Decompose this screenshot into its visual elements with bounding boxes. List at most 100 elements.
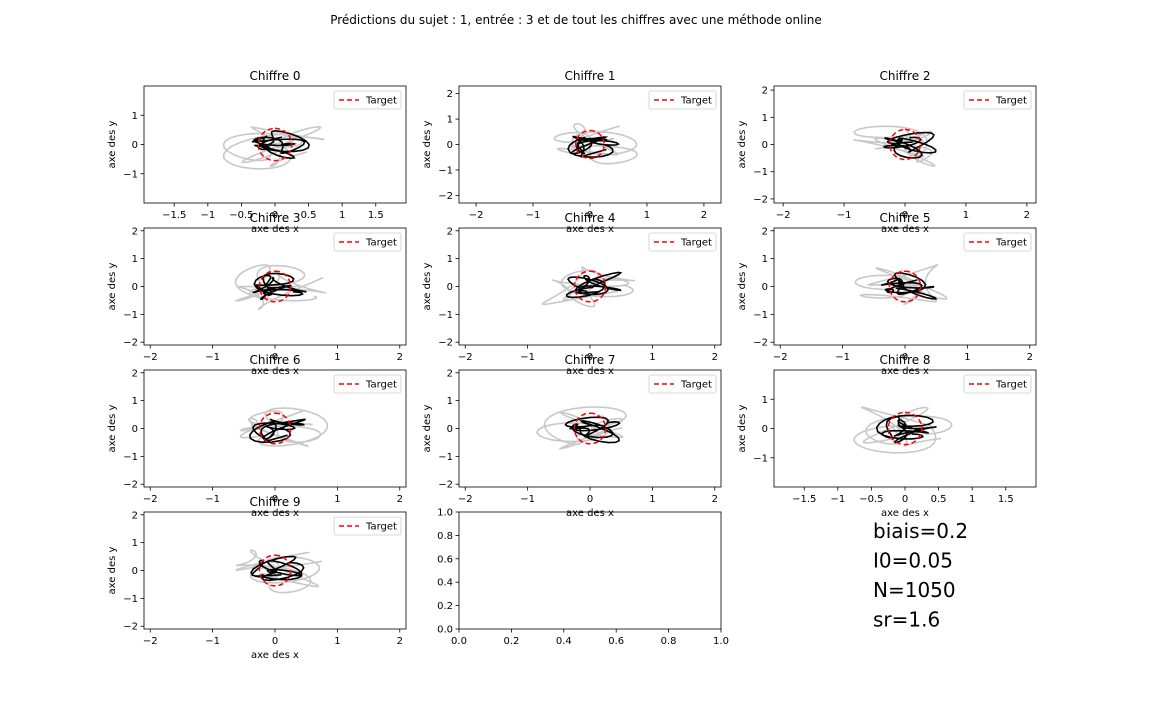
- legend: Target: [333, 232, 402, 252]
- subplot-grid: −1.5 −1 −0.5 0 0.5 1 1.5 −1 0 1 Chiffre 0 axe des x…: [107, 69, 1037, 661]
- legend: Target: [963, 232, 1032, 252]
- x-tick-label: 2: [701, 210, 707, 221]
- parameter-2: N=1050: [873, 578, 956, 602]
- y-tick-label: −1: [123, 452, 138, 463]
- prediction-trajectory: [567, 135, 620, 159]
- y-tick-label: 2: [132, 226, 138, 237]
- legend: Target: [963, 374, 1032, 394]
- y-tick-label: 0: [447, 140, 453, 151]
- subplot-title: Chiffre 6: [249, 353, 300, 367]
- x-tick-label: 0.2: [503, 636, 519, 647]
- y-tick-label: 2: [132, 368, 138, 379]
- x-axis-label: axe des x: [881, 224, 929, 235]
- y-tick-label: 0: [132, 566, 138, 577]
- y-tick-label: 1: [762, 113, 768, 124]
- x-tick-label: −1: [830, 494, 845, 505]
- y-tick-label: 0: [447, 424, 453, 435]
- subplot-title: Chiffre 7: [564, 353, 615, 367]
- y-tick-label: −1: [123, 169, 138, 180]
- x-tick-label: −2: [773, 352, 788, 363]
- x-tick-label: 0: [902, 494, 908, 505]
- subplot-10: 0.0 0.2 0.4 0.6 0.8 1.0 0.0 0.2 0.4 0.6 0.8 1.0: [437, 508, 729, 648]
- subplot-0: −1.5 −1 −0.5 0 0.5 1 1.5 −1 0 1 Chiffre 0 axe des x…: [107, 69, 407, 235]
- y-tick-label: 1: [447, 115, 453, 126]
- figure-title: Prédictions du sujet : 1, entrée : 3 et …: [330, 13, 822, 27]
- legend-box: [333, 374, 402, 394]
- prediction-trajectory: [251, 129, 310, 160]
- x-tick-label: −1.5: [792, 494, 816, 505]
- x-tick-label: −2: [458, 352, 473, 363]
- x-tick-label: −1: [837, 210, 852, 221]
- legend: Target: [648, 90, 717, 110]
- y-tick-label: 1: [132, 111, 138, 122]
- x-tick-label: −1: [526, 210, 541, 221]
- x-tick-label: 1: [969, 494, 975, 505]
- y-tick-label: 2: [762, 86, 768, 97]
- y-tick-label: −2: [753, 338, 768, 349]
- plot-area: [222, 125, 325, 170]
- legend-label: Target: [365, 96, 397, 107]
- x-tick-label: 1: [334, 494, 340, 505]
- y-tick-label: −2: [123, 622, 138, 633]
- y-tick-label: 0: [132, 140, 138, 151]
- y-axis-label: axe des y: [107, 546, 118, 594]
- x-tick-label: 2: [397, 494, 403, 505]
- target-trajectory: [257, 127, 293, 162]
- x-tick-label: 2: [1027, 352, 1033, 363]
- subplot-title: Chiffre 0: [249, 69, 300, 83]
- data-trajectory: [854, 263, 948, 306]
- y-tick-label: 0: [762, 140, 768, 151]
- y-tick-label: −1: [123, 594, 138, 605]
- target-trajectory: [258, 412, 292, 445]
- legend-box: [333, 90, 402, 110]
- y-axis-label: axe des y: [107, 262, 118, 310]
- y-tick-label: 2: [132, 510, 138, 521]
- axes-frame: [458, 511, 722, 630]
- x-tick-label: −2: [143, 352, 158, 363]
- y-tick-label: 2: [762, 226, 768, 237]
- legend: Target: [648, 232, 717, 252]
- y-tick-label: −1: [438, 310, 453, 321]
- x-tick-label: −2: [469, 210, 484, 221]
- x-tick-label: 2: [712, 494, 718, 505]
- y-axis-label: axe des y: [737, 262, 748, 310]
- data-trajectory: [853, 406, 953, 454]
- x-tick-label: 0: [272, 352, 278, 363]
- x-tick-label: −1: [835, 352, 850, 363]
- x-tick-label: −1: [205, 494, 220, 505]
- legend: Target: [333, 374, 402, 394]
- parameter-3: sr=1.6: [873, 608, 940, 632]
- prediction-trajectory: [250, 555, 305, 582]
- subplot-title: Chiffre 2: [879, 69, 930, 83]
- legend-label: Target: [680, 238, 712, 249]
- x-tick-label: 1.5: [998, 494, 1014, 505]
- legend-box: [333, 232, 402, 252]
- y-tick-label: −2: [753, 194, 768, 205]
- y-tick-label: 1: [132, 396, 138, 407]
- y-tick-label: 0: [132, 424, 138, 435]
- prediction-trajectory: [564, 416, 621, 444]
- plot-area: [234, 264, 327, 310]
- plot-area: [853, 406, 953, 454]
- y-tick-label: 0: [132, 282, 138, 293]
- x-tick-label: 0: [272, 636, 278, 647]
- legend-label: Target: [995, 238, 1027, 249]
- target-trajectory: [575, 129, 605, 160]
- y-tick-label: 1: [762, 395, 768, 406]
- y-tick-label: −1: [753, 310, 768, 321]
- legend-label: Target: [995, 96, 1027, 107]
- y-tick-label: −2: [438, 338, 453, 349]
- x-tick-label: −1.5: [162, 210, 186, 221]
- x-axis-label: axe des x: [251, 508, 299, 519]
- plot-area: [852, 125, 937, 167]
- x-tick-label: 2: [1024, 210, 1030, 221]
- plot-area: [553, 122, 638, 165]
- y-tick-label: −2: [123, 338, 138, 349]
- prediction-trajectory: [875, 414, 937, 444]
- target-trajectory: [573, 412, 607, 445]
- y-axis-label: axe des y: [422, 404, 433, 452]
